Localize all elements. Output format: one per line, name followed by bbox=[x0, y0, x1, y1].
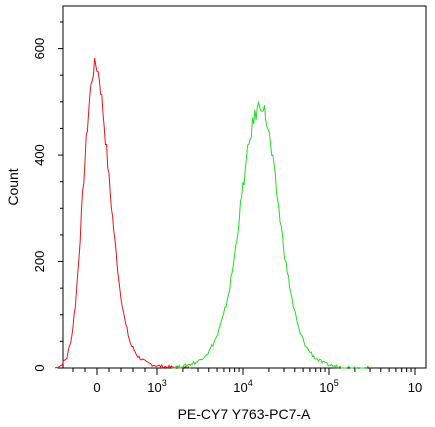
x-tick-label: 105 bbox=[319, 378, 338, 395]
y-tick-label: 200 bbox=[32, 251, 47, 273]
x-tick-label: 104 bbox=[233, 378, 252, 395]
plot-frame bbox=[62, 5, 427, 369]
series-layer bbox=[54, 57, 370, 369]
x-axis-label: PE-CY7 Y763-PC7-A bbox=[178, 406, 311, 422]
y-axis-ticks: 0 200 400 600 bbox=[32, 21, 63, 372]
series-line-1 bbox=[172, 100, 370, 369]
y-tick-label: 600 bbox=[32, 38, 47, 60]
y-tick-label: 400 bbox=[32, 144, 47, 166]
x-tick-label: 10 bbox=[408, 380, 422, 395]
x-tick-label: 103 bbox=[147, 378, 166, 395]
x-axis-ticks: 0 103 104 105 10 bbox=[72, 368, 422, 395]
x-tick-label: 0 bbox=[93, 380, 100, 395]
series-line-0 bbox=[54, 57, 191, 369]
y-axis-label: Count bbox=[5, 168, 21, 205]
y-tick-label: 0 bbox=[32, 364, 47, 371]
